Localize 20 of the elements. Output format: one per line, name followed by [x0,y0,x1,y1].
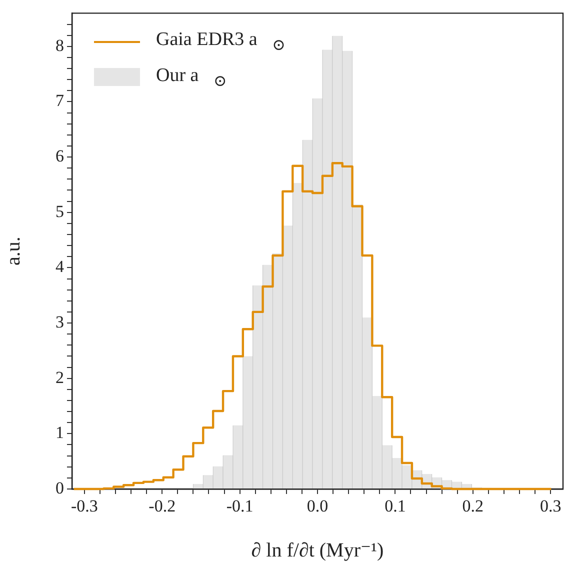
x-tick-label: -0.2 [148,496,176,516]
x-tick-label: 0.1 [384,496,406,516]
y-tick-label: 4 [56,257,64,276]
legend-label: Gaia EDR3 a⃗$_{⊙}$ [156,29,286,54]
x-tick-label: -0.3 [70,496,98,516]
y-tick-label: 5 [56,202,64,221]
x-axis-title: ∂ ln f/∂t (Myr⁻¹) [251,539,384,562]
y-tick-label: 1 [56,423,64,442]
x-tick-label: 0.0 [306,496,328,516]
x-tick-label: 0.3 [540,496,562,516]
x-tick-label: 0.2 [462,496,484,516]
y-tick-label: 8 [56,36,64,55]
y-tick-label: 0 [56,478,64,498]
y-tick-label: 6 [56,146,64,166]
y-axis-title: a.u. [2,236,24,266]
y-tick-label: 7 [56,91,64,110]
y-tick-label: 3 [56,312,64,332]
x-tick-label: -0.1 [226,496,254,516]
y-tick-label: 2 [56,368,64,387]
legend-label: Our a⃗$_{⊙}$ [156,64,227,90]
